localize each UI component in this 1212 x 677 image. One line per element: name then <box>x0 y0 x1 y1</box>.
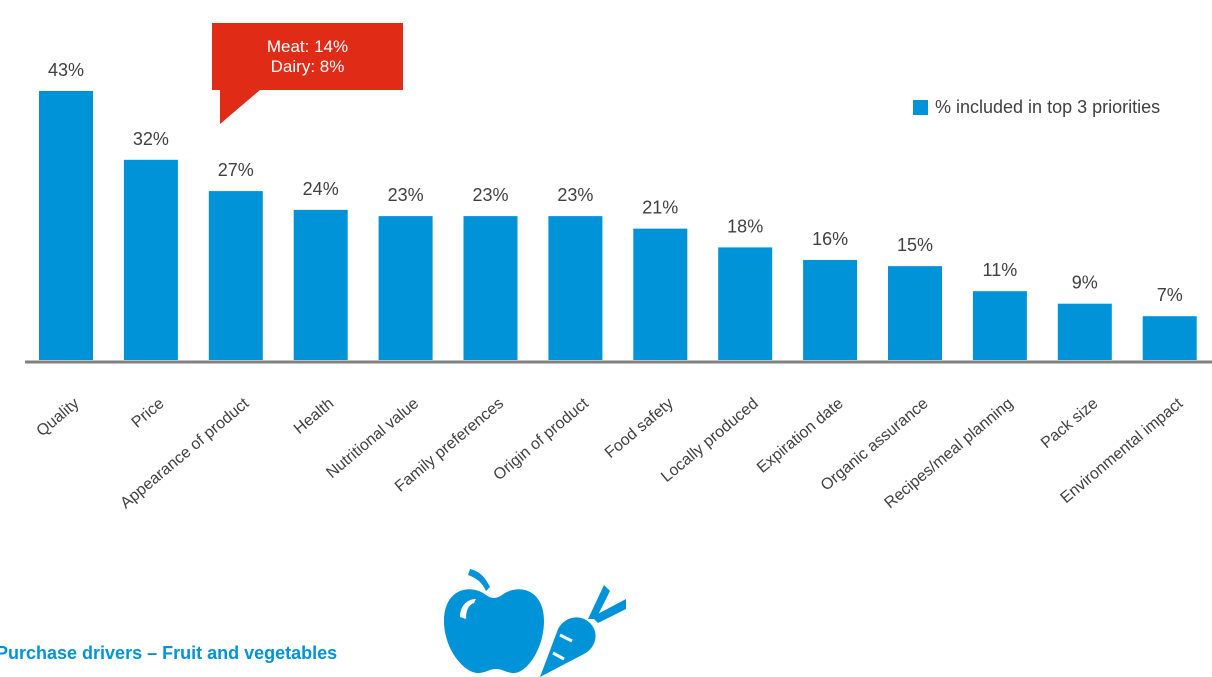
value-label: 23% <box>557 185 593 205</box>
category-label: Quality <box>33 395 82 440</box>
value-label: 15% <box>897 235 933 255</box>
value-label: 27% <box>218 160 254 180</box>
value-label: 16% <box>812 229 848 249</box>
bars-group <box>39 91 1197 360</box>
category-label: Price <box>129 395 168 432</box>
value-label: 32% <box>133 129 169 149</box>
callout-box: Meat: 14% Dairy: 8% <box>212 23 403 90</box>
apple-icon <box>444 569 544 674</box>
bar-expiration-date <box>803 259 858 360</box>
produce-icons <box>444 569 626 677</box>
callout-line-dairy: Dairy: 8% <box>270 56 345 76</box>
bar-pack-size <box>1057 303 1112 360</box>
callout-line-meat: Meat: 14% <box>266 36 349 56</box>
carrot-icon <box>540 585 626 677</box>
legend-label: % included in top 3 priorities <box>935 97 1161 117</box>
legend: % included in top 3 priorities <box>913 97 1160 118</box>
category-label: Health <box>291 395 337 438</box>
bar-organic-assurance <box>888 266 942 360</box>
callout-tail <box>220 90 260 124</box>
bar-origin-of-product <box>548 216 603 360</box>
category-label: Expiration date <box>754 395 847 477</box>
value-labels-group: 43% 32% 27% 24% 23% 23% 23% 21% 18% 16% 15% 11% 9% 7% <box>48 60 1183 305</box>
category-label: Food safety <box>602 395 677 462</box>
bar-family-preferences <box>463 216 518 360</box>
bar-nutritional-value <box>378 216 433 360</box>
value-label: 9% <box>1072 273 1098 293</box>
value-label: 23% <box>388 185 424 205</box>
value-label: 23% <box>472 185 508 205</box>
bar-recipes-meal-planning <box>972 291 1027 360</box>
value-label: 18% <box>727 216 763 236</box>
value-label: 43% <box>48 60 84 80</box>
bar-food-safety <box>633 228 688 360</box>
value-label: 21% <box>642 198 678 218</box>
bar-locally-produced <box>718 247 773 360</box>
bar-price <box>123 159 178 360</box>
value-label: 7% <box>1157 285 1183 305</box>
bar-health <box>293 209 348 360</box>
value-label: 11% <box>983 260 1018 280</box>
value-label: 24% <box>303 179 339 199</box>
bar-appearance-of-product <box>208 191 263 360</box>
caption-title: Purchase drivers – Fruit and vegetables <box>0 643 338 663</box>
bar-environmental-impact <box>1142 316 1197 360</box>
bar-quality <box>39 91 93 360</box>
category-label: Pack size <box>1038 395 1101 452</box>
legend-swatch <box>913 100 928 115</box>
